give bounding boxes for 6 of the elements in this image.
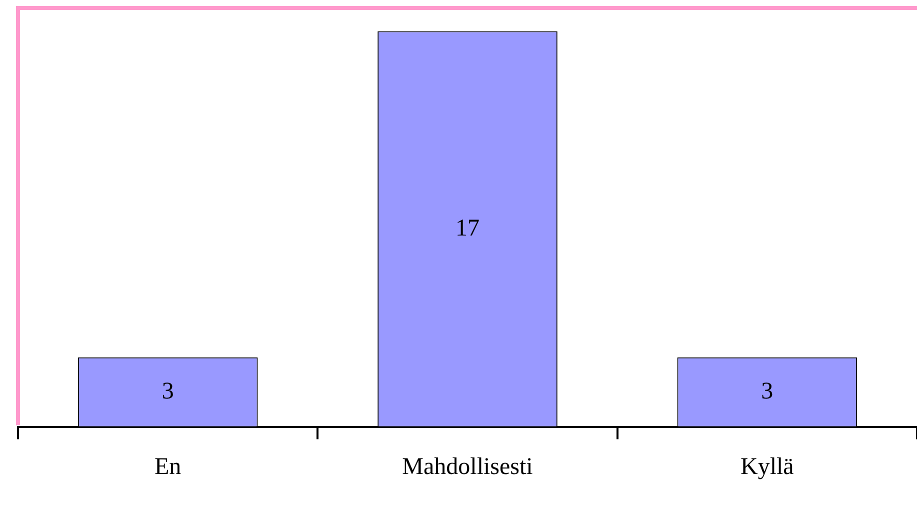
data-label: 3 xyxy=(162,378,174,405)
x-tick-label: Mahdollisesti xyxy=(402,454,534,480)
data-label: 3 xyxy=(761,378,774,405)
data-label: 17 xyxy=(456,216,480,242)
x-tick-label: Kyllä xyxy=(740,454,794,480)
x-tick-label: En xyxy=(154,454,182,480)
